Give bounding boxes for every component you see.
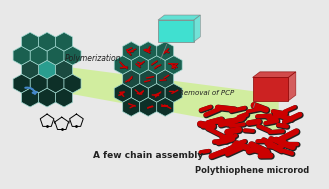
Polygon shape xyxy=(56,88,72,107)
Polygon shape xyxy=(165,84,182,102)
Polygon shape xyxy=(40,64,279,132)
Polygon shape xyxy=(165,56,182,74)
Polygon shape xyxy=(114,56,131,74)
Polygon shape xyxy=(114,84,131,102)
Polygon shape xyxy=(148,84,165,102)
Text: Polythiophene microrod: Polythiophene microrod xyxy=(195,166,310,175)
Polygon shape xyxy=(131,56,148,74)
Polygon shape xyxy=(123,98,140,116)
Polygon shape xyxy=(13,74,30,93)
Polygon shape xyxy=(253,77,289,101)
Polygon shape xyxy=(148,56,165,74)
Polygon shape xyxy=(158,15,200,20)
Polygon shape xyxy=(22,60,38,79)
Polygon shape xyxy=(30,74,47,93)
Polygon shape xyxy=(140,70,157,88)
Polygon shape xyxy=(140,98,157,116)
Polygon shape xyxy=(194,15,200,42)
Polygon shape xyxy=(13,46,30,65)
Polygon shape xyxy=(22,32,38,51)
Polygon shape xyxy=(157,70,174,88)
Polygon shape xyxy=(64,46,81,65)
Polygon shape xyxy=(123,42,140,60)
Text: Polymerization: Polymerization xyxy=(64,54,121,63)
Polygon shape xyxy=(157,98,174,116)
Polygon shape xyxy=(140,42,157,60)
Polygon shape xyxy=(30,46,47,65)
Polygon shape xyxy=(38,88,56,107)
Polygon shape xyxy=(47,74,64,93)
Polygon shape xyxy=(123,70,140,88)
Polygon shape xyxy=(38,32,56,51)
Polygon shape xyxy=(56,32,72,51)
Polygon shape xyxy=(289,72,296,101)
Polygon shape xyxy=(253,72,296,77)
Polygon shape xyxy=(47,46,64,65)
Polygon shape xyxy=(38,60,56,79)
Polygon shape xyxy=(56,60,72,79)
Text: A few chain assembly: A few chain assembly xyxy=(93,150,203,160)
Text: Removal of PCP: Removal of PCP xyxy=(179,90,235,96)
Polygon shape xyxy=(131,84,148,102)
Polygon shape xyxy=(157,42,174,60)
Polygon shape xyxy=(158,20,194,42)
Polygon shape xyxy=(64,74,81,93)
Polygon shape xyxy=(22,88,38,107)
